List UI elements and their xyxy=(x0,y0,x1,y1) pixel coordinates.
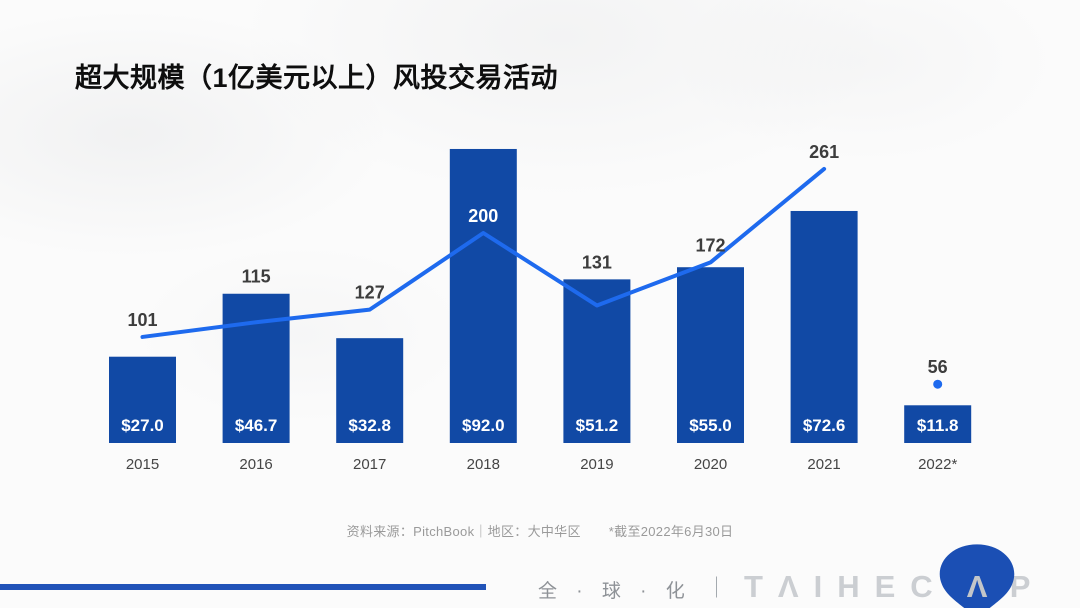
bar-value-label: $46.7 xyxy=(235,416,278,435)
source-note: 资料来源：PitchBook｜地区：大中华区 *截至2022年6月30日 xyxy=(0,521,1080,540)
bar-value-label: $55.0 xyxy=(689,416,732,435)
footnote-text: *截至2022年6月30日 xyxy=(608,524,734,539)
line-value-label: 172 xyxy=(695,235,725,255)
bar-value-label: $32.8 xyxy=(348,416,391,435)
x-axis-label: 2015 xyxy=(126,456,159,473)
x-axis-label: 2021 xyxy=(807,456,840,473)
bar-value-label: $92.0 xyxy=(462,416,505,435)
x-axis-label: 2017 xyxy=(353,456,386,473)
taihecap-logo: TΛIHEC Λ P xyxy=(744,544,1046,608)
brand-mark: Λ xyxy=(939,544,1014,608)
line-value-label: 101 xyxy=(127,310,157,330)
brand-letters-right: P xyxy=(1009,569,1046,604)
bar-2018 xyxy=(449,148,517,443)
balloon-shape xyxy=(939,544,1014,608)
chart-title: 超大规模（1亿美元以上）风投交易活动 xyxy=(75,63,559,93)
bar-2020 xyxy=(677,267,744,443)
line-value-label: 261 xyxy=(809,142,839,162)
line-value-label: 127 xyxy=(355,283,385,303)
line-value-label: 56 xyxy=(928,357,948,377)
taihe-balloon-icon xyxy=(939,544,1014,608)
bar-2022* xyxy=(904,405,972,443)
line-value-label: 115 xyxy=(242,267,271,287)
source-text: 资料来源：PitchBook｜地区：大中华区 xyxy=(346,524,581,539)
footer-divider: ｜ xyxy=(706,577,727,600)
bar-value-label: $72.6 xyxy=(803,416,846,435)
line-value-label: 131 xyxy=(582,252,612,272)
bar-2015 xyxy=(109,356,176,443)
line-value-label: 200 xyxy=(468,206,498,226)
bar-value-label: $11.8 xyxy=(917,416,959,435)
bar-value-label: $27.0 xyxy=(121,416,164,435)
bar-2017 xyxy=(336,338,404,443)
footer-accent-bar xyxy=(0,584,486,590)
globalization-tagline: 全 · 球 · 化 xyxy=(538,581,692,602)
x-axis-label: 2022* xyxy=(918,456,957,473)
line-point-2022 xyxy=(933,379,943,389)
bar-2021 xyxy=(790,210,858,443)
x-axis-label: 2020 xyxy=(694,456,727,473)
x-axis-label: 2016 xyxy=(239,456,272,473)
line-series xyxy=(140,166,827,339)
brand-letters-left: TΛIHEC xyxy=(744,569,948,604)
x-axis-label: 2018 xyxy=(467,456,500,473)
x-axis-label: 2019 xyxy=(580,456,613,473)
bar-value-label: $51.2 xyxy=(576,416,619,435)
brand-mark-letter: Λ xyxy=(966,569,988,604)
